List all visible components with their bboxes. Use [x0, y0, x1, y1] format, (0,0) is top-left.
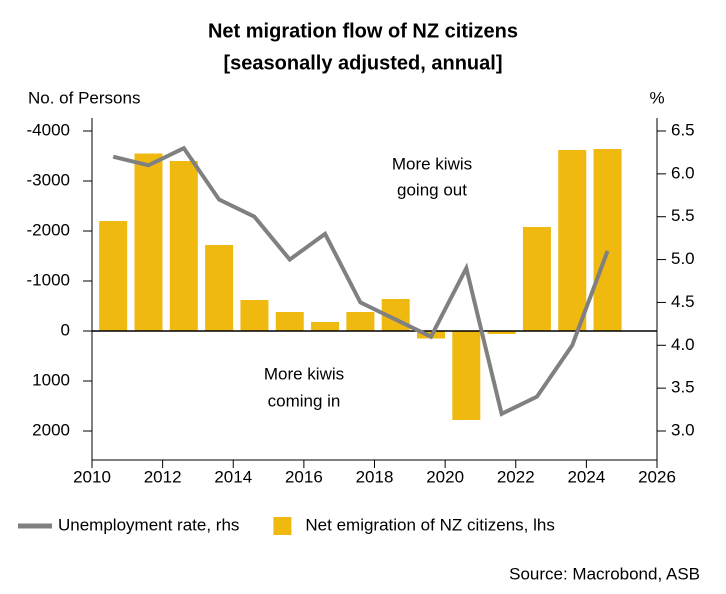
- bar: [346, 312, 375, 331]
- y2-tick-label: 3.0: [671, 420, 695, 439]
- y2-tick-label: 3.5: [671, 378, 695, 397]
- bar: [593, 149, 622, 331]
- legend-label: Unemployment rate, rhs: [58, 515, 239, 534]
- bar: [134, 153, 163, 331]
- bar: [452, 331, 481, 420]
- bar: [205, 245, 234, 331]
- annotation: coming in: [268, 391, 341, 410]
- bar: [311, 322, 340, 331]
- annotation: More kiwis: [264, 364, 344, 383]
- y2-tick-label: 4.5: [671, 292, 695, 311]
- y-tick-label: 0: [61, 320, 70, 339]
- x-tick-label: 2024: [567, 467, 605, 486]
- chart-title: Net migration flow of NZ citizens: [208, 20, 518, 42]
- y-tick-label: 2000: [32, 420, 70, 439]
- y-tick-label: -2000: [27, 220, 70, 239]
- y-tick-label: 1000: [32, 370, 70, 389]
- annotation: More kiwis: [392, 154, 472, 173]
- x-tick-label: 2026: [638, 467, 676, 486]
- bar: [558, 150, 587, 331]
- y2-tick-label: 6.0: [671, 163, 695, 182]
- y-tick-label: -4000: [27, 120, 70, 139]
- y-tick-label: -1000: [27, 270, 70, 289]
- chart-subtitle: [seasonally adjusted, annual]: [224, 52, 503, 74]
- x-tick-label: 2018: [356, 467, 394, 486]
- annotation: going out: [397, 180, 467, 199]
- bar: [169, 161, 198, 331]
- y2-axis-label: %: [649, 88, 664, 107]
- bar: [522, 227, 551, 331]
- x-tick-label: 2016: [285, 467, 323, 486]
- x-tick-label: 2014: [214, 467, 252, 486]
- y2-tick-label: 5.5: [671, 206, 695, 225]
- y2-tick-label: 4.0: [671, 335, 695, 354]
- x-tick-label: 2020: [426, 467, 464, 486]
- bar: [240, 300, 269, 331]
- legend-label: Net emigration of NZ citizens, lhs: [305, 515, 554, 534]
- legend-swatch: [273, 517, 292, 535]
- x-tick-label: 2010: [73, 467, 111, 486]
- line: [112, 145, 610, 417]
- x-tick-label: 2012: [144, 467, 182, 486]
- source: Source: Macrobond, ASB: [509, 564, 700, 583]
- bar: [275, 312, 304, 331]
- y-axis-label: No. of Persons: [28, 88, 140, 107]
- y-tick-label: -3000: [27, 170, 70, 189]
- y2-tick-label: 5.0: [671, 249, 695, 268]
- bar: [99, 221, 128, 331]
- bar: [487, 331, 516, 334]
- y2-tick-label: 6.5: [671, 120, 695, 139]
- x-tick-label: 2022: [497, 467, 535, 486]
